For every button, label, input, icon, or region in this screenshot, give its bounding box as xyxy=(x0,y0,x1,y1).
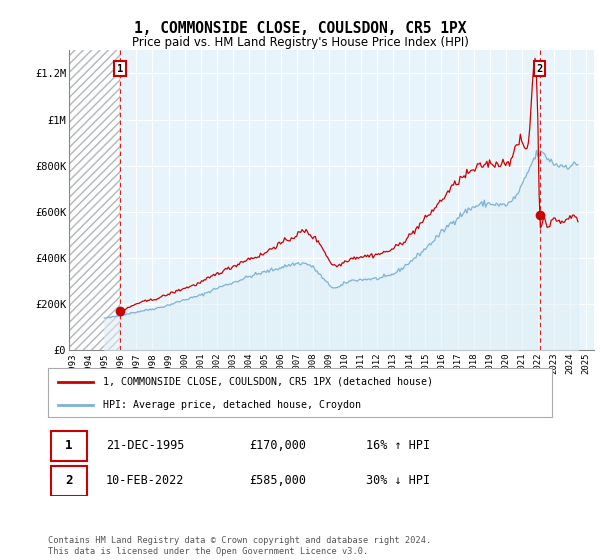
Text: £585,000: £585,000 xyxy=(250,474,307,487)
FancyBboxPatch shape xyxy=(50,466,87,496)
Text: 1, COMMONSIDE CLOSE, COULSDON, CR5 1PX: 1, COMMONSIDE CLOSE, COULSDON, CR5 1PX xyxy=(134,21,466,36)
Text: 16% ↑ HPI: 16% ↑ HPI xyxy=(365,438,430,452)
Text: 1, COMMONSIDE CLOSE, COULSDON, CR5 1PX (detached house): 1, COMMONSIDE CLOSE, COULSDON, CR5 1PX (… xyxy=(103,377,433,387)
Text: 2: 2 xyxy=(536,64,543,74)
Text: 21-DEC-1995: 21-DEC-1995 xyxy=(106,438,184,452)
Text: HPI: Average price, detached house, Croydon: HPI: Average price, detached house, Croy… xyxy=(103,400,361,410)
Text: 1: 1 xyxy=(117,64,123,74)
Text: 10-FEB-2022: 10-FEB-2022 xyxy=(106,474,184,487)
Text: Contains HM Land Registry data © Crown copyright and database right 2024.
This d: Contains HM Land Registry data © Crown c… xyxy=(48,536,431,556)
Text: Price paid vs. HM Land Registry's House Price Index (HPI): Price paid vs. HM Land Registry's House … xyxy=(131,36,469,49)
FancyBboxPatch shape xyxy=(50,431,87,460)
Text: 1: 1 xyxy=(65,438,73,452)
Text: 30% ↓ HPI: 30% ↓ HPI xyxy=(365,474,430,487)
Text: 2: 2 xyxy=(65,474,73,487)
Text: £170,000: £170,000 xyxy=(250,438,307,452)
